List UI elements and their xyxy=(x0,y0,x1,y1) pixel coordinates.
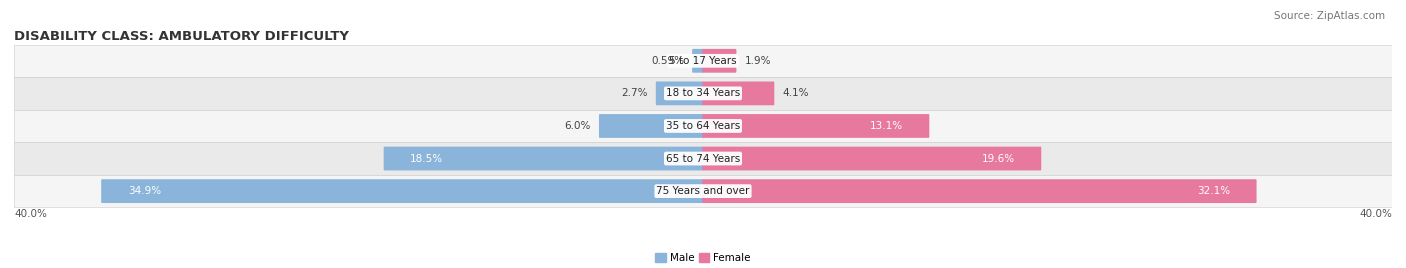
FancyBboxPatch shape xyxy=(692,49,703,73)
Legend: Male, Female: Male, Female xyxy=(651,249,755,267)
FancyBboxPatch shape xyxy=(703,147,1042,170)
Text: 0.59%: 0.59% xyxy=(651,56,685,66)
FancyBboxPatch shape xyxy=(703,81,775,105)
Text: 35 to 64 Years: 35 to 64 Years xyxy=(666,121,740,131)
Bar xyxy=(14,142,1392,175)
FancyBboxPatch shape xyxy=(101,179,703,203)
FancyBboxPatch shape xyxy=(703,114,929,138)
FancyBboxPatch shape xyxy=(384,147,703,170)
Text: 40.0%: 40.0% xyxy=(14,209,46,219)
FancyBboxPatch shape xyxy=(655,81,703,105)
Bar xyxy=(14,175,1392,207)
Bar xyxy=(14,110,1392,142)
Bar xyxy=(14,44,1392,77)
Text: 32.1%: 32.1% xyxy=(1197,186,1230,196)
Text: 4.1%: 4.1% xyxy=(782,88,808,98)
Text: 34.9%: 34.9% xyxy=(128,186,160,196)
Text: Source: ZipAtlas.com: Source: ZipAtlas.com xyxy=(1274,11,1385,21)
Text: 40.0%: 40.0% xyxy=(1360,209,1392,219)
Text: 6.0%: 6.0% xyxy=(565,121,591,131)
Text: DISABILITY CLASS: AMBULATORY DIFFICULTY: DISABILITY CLASS: AMBULATORY DIFFICULTY xyxy=(14,30,349,43)
Text: 19.6%: 19.6% xyxy=(981,154,1015,163)
Text: 65 to 74 Years: 65 to 74 Years xyxy=(666,154,740,163)
Text: 1.9%: 1.9% xyxy=(744,56,770,66)
Text: 18.5%: 18.5% xyxy=(411,154,443,163)
Text: 5 to 17 Years: 5 to 17 Years xyxy=(669,56,737,66)
FancyBboxPatch shape xyxy=(703,49,737,73)
Text: 18 to 34 Years: 18 to 34 Years xyxy=(666,88,740,98)
Text: 2.7%: 2.7% xyxy=(621,88,648,98)
Bar xyxy=(14,77,1392,110)
Text: 13.1%: 13.1% xyxy=(870,121,903,131)
Text: 75 Years and over: 75 Years and over xyxy=(657,186,749,196)
FancyBboxPatch shape xyxy=(703,179,1257,203)
FancyBboxPatch shape xyxy=(599,114,703,138)
